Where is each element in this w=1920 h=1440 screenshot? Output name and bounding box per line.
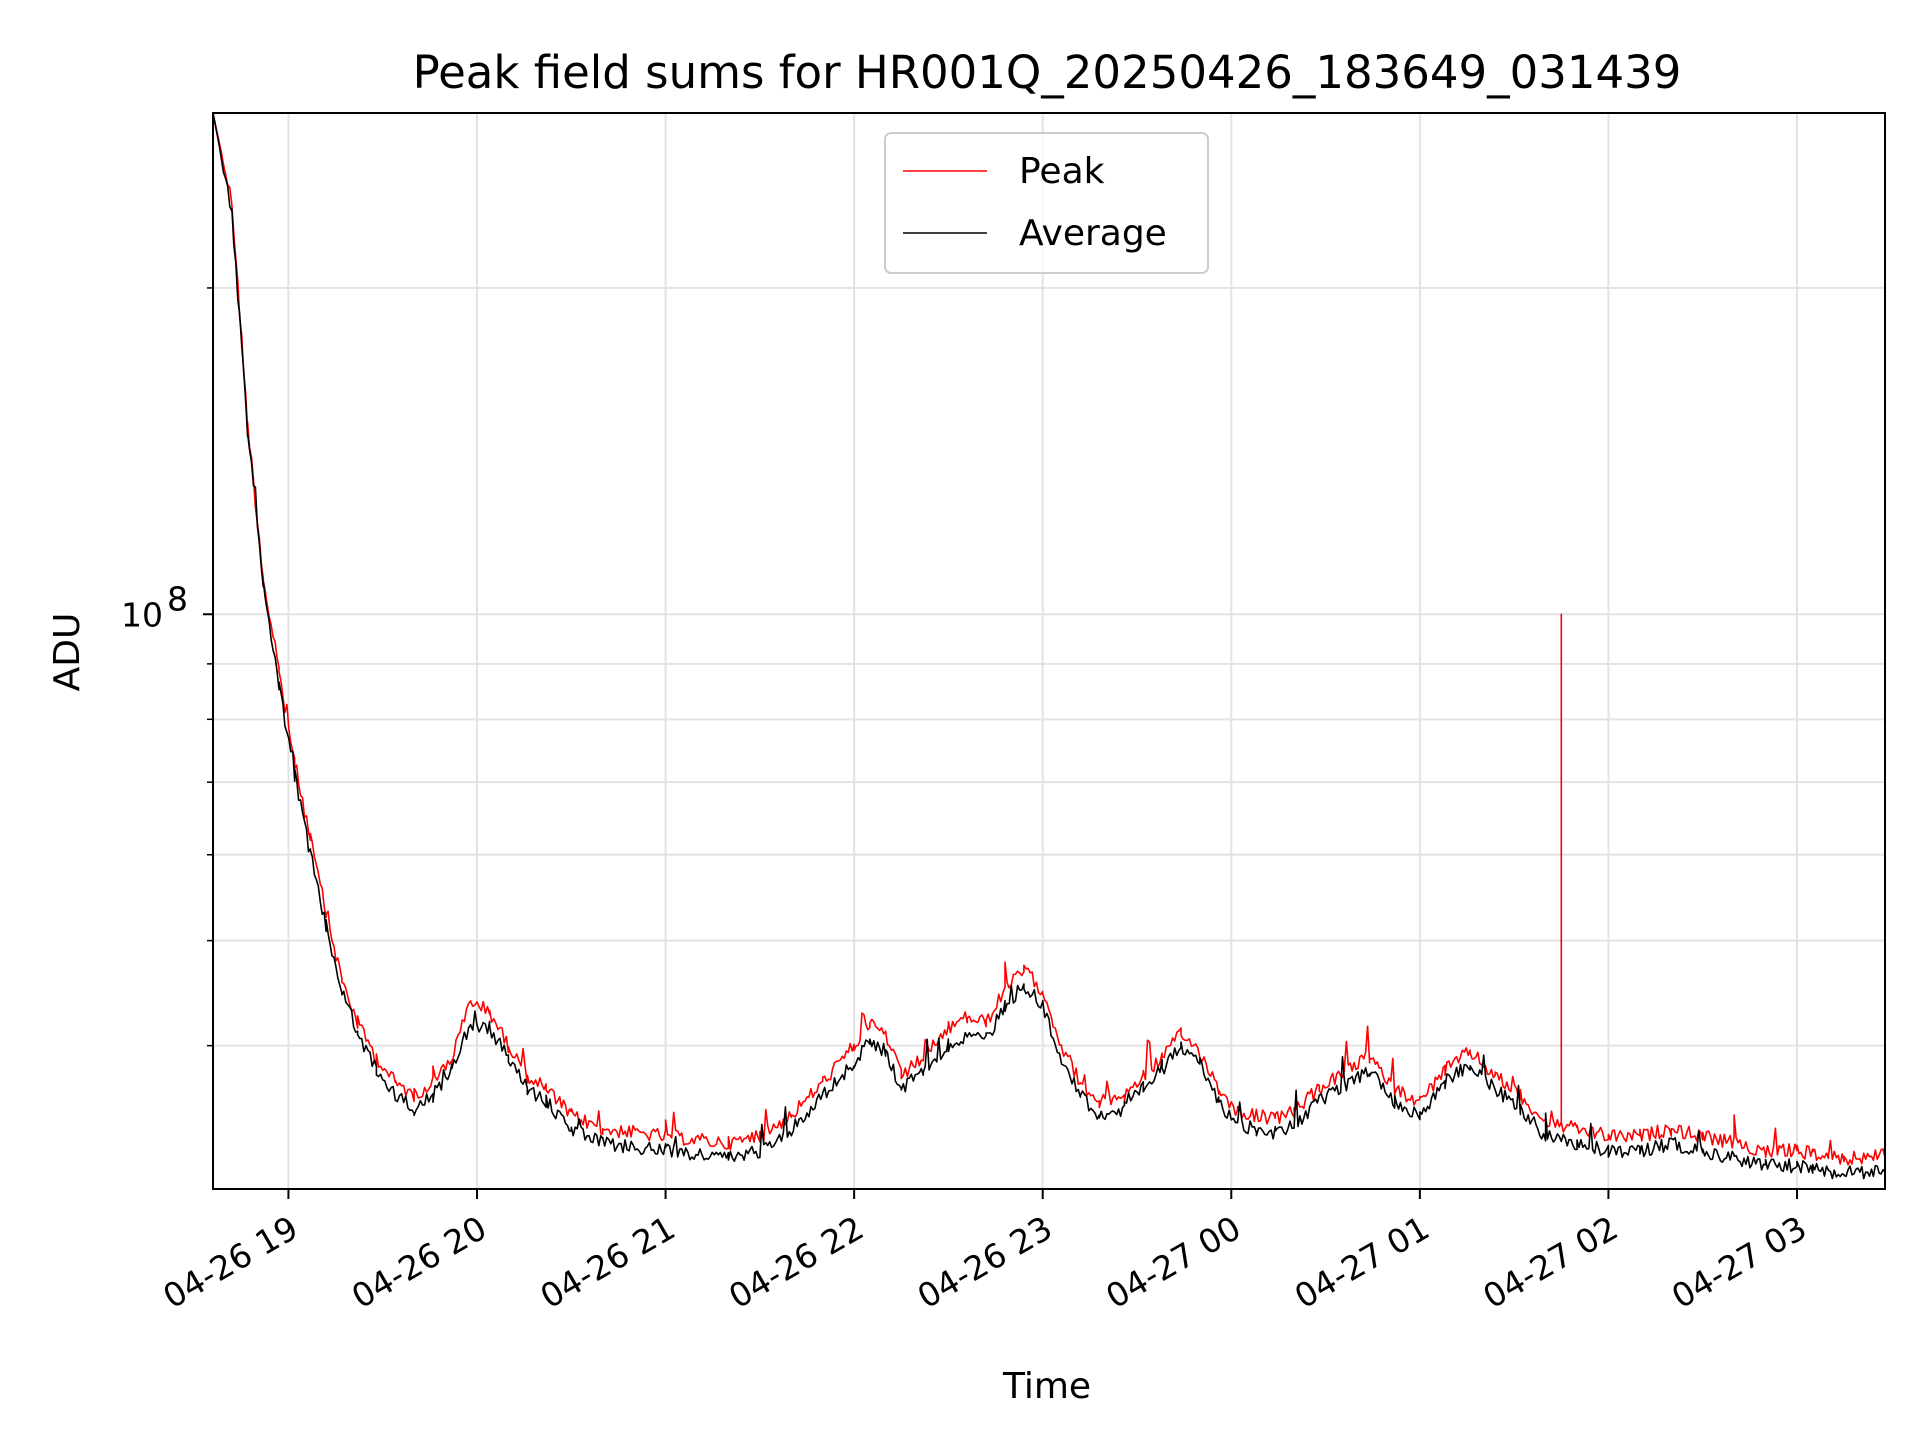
legend-box [884,132,1209,274]
plot-area [213,113,1885,1189]
series-layer [213,113,1885,1180]
x-axis-label: Time [1002,1366,1091,1407]
series-line-average [213,113,1885,1180]
legend-label-peak: Peak [1019,151,1105,192]
y-tick-label-base: 10 [121,595,163,634]
y-axis-label: ADU [47,613,88,692]
plot-frame [212,112,1886,1190]
legend: Peak Average [884,132,1209,274]
y-tick-label: 10 [121,595,163,634]
y-tick-label-exponent: 8 [167,579,188,618]
legend-label-average: Average [1019,213,1167,254]
series-line-peak [213,113,1885,1166]
y-axis-ticks: 10 8 [121,287,213,1047]
chart-title: Peak field sums for HR001Q_20250426_1836… [413,46,1682,99]
grid [213,113,1885,1189]
